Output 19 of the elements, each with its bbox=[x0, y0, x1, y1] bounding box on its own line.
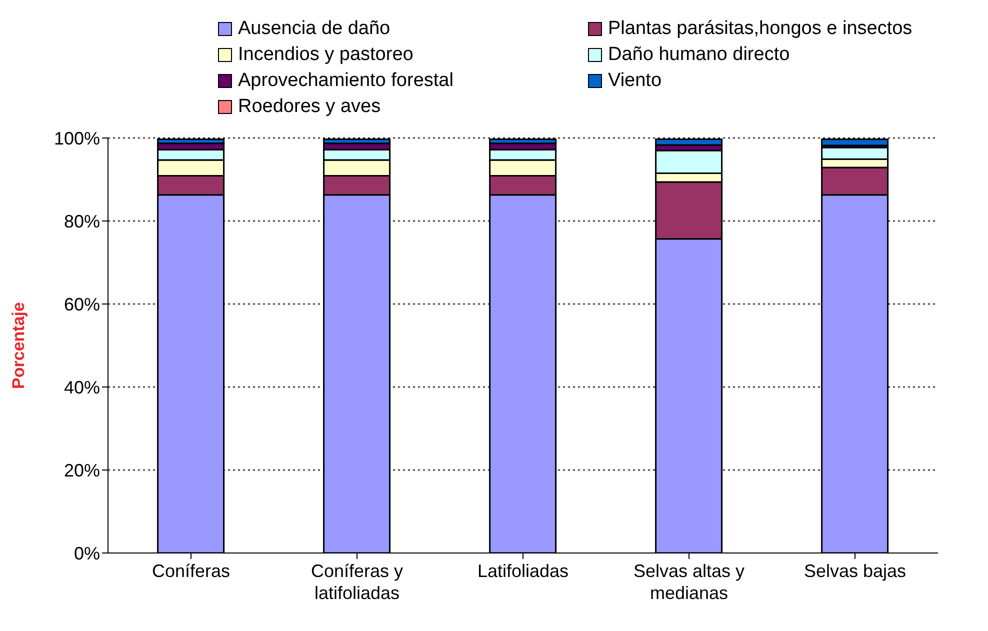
x-tick-label: Coníferas y latifoliadas bbox=[310, 561, 404, 603]
legend-label: Plantas parásitas,hongos e insectos bbox=[608, 18, 912, 40]
legend-label: Roedores y aves bbox=[238, 96, 381, 118]
legend-label: Aprovechamiento forestal bbox=[238, 70, 454, 92]
y-tick-label: 0% bbox=[74, 543, 100, 564]
y-tick-label: 80% bbox=[64, 211, 100, 232]
y-axis-title: Porcentaje bbox=[9, 302, 28, 389]
y-tick-label: 20% bbox=[64, 460, 100, 480]
y-tick-label: 60% bbox=[64, 294, 100, 314]
legend-label: Viento bbox=[608, 70, 662, 92]
x-tick-label: Coníferas bbox=[152, 561, 230, 581]
x-tick-label: Latifoliadas bbox=[477, 561, 569, 581]
y-tick-label: 40% bbox=[64, 377, 100, 398]
y-tick-label: 100% bbox=[54, 128, 100, 148]
x-tick-label: Selvas bajas bbox=[804, 561, 906, 581]
legend-label: Daño humano directo bbox=[608, 44, 790, 66]
x-tick-label: Selvas altas y medianas bbox=[633, 561, 745, 603]
legend-label: Incendios y pastoreo bbox=[238, 44, 414, 66]
legend-label: Ausencia de daño bbox=[238, 18, 390, 40]
